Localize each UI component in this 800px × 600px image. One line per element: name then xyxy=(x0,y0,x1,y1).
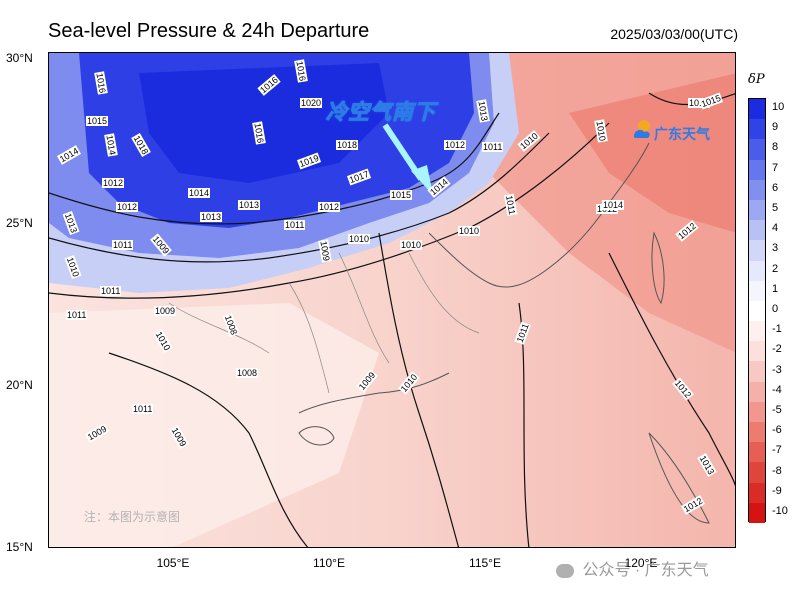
contour-label: 1010 xyxy=(400,240,423,250)
colorbar-label: -4 xyxy=(772,383,782,396)
colorbar-cell xyxy=(749,462,765,483)
colorbar-cell xyxy=(749,442,765,463)
colorbar-label: -8 xyxy=(772,464,782,477)
contour-label: 1010 xyxy=(348,234,371,244)
colorbar-cell xyxy=(749,361,765,382)
contour-label: 1012 xyxy=(318,202,341,212)
colorbar-cell xyxy=(749,300,765,322)
lat-label: 30°N xyxy=(6,51,33,65)
colorbar-cell xyxy=(749,159,765,180)
contour-label: 1014 xyxy=(188,188,211,198)
chart-title: Sea-level Pressure & 24h Departure xyxy=(48,20,370,42)
contour-label: 1011 xyxy=(66,310,88,320)
lat-label: 20°N xyxy=(6,378,33,392)
colorbar-label: 5 xyxy=(772,202,779,215)
colorbar-cell xyxy=(749,99,765,120)
core-cold-area xyxy=(139,63,389,183)
contour-label: 1012 xyxy=(102,178,125,188)
map-canvas xyxy=(49,53,735,547)
contour-label: 1014 xyxy=(602,200,625,210)
pressure-map xyxy=(48,52,736,548)
lon-label: 105°E xyxy=(156,556,190,570)
contour-label: 1018 xyxy=(336,140,359,150)
colorbar-label: 8 xyxy=(772,141,779,154)
wechat-icon xyxy=(556,563,574,578)
cold-air-annotation: 冷空气南下 xyxy=(326,101,436,125)
colorbar-label: -7 xyxy=(772,444,782,457)
sun-cloud-icon xyxy=(634,120,650,138)
colorbar-cell xyxy=(749,381,765,402)
contour-label: 1020 xyxy=(300,98,323,108)
logo-text: 广东天气 xyxy=(654,126,710,142)
colorbar-cell xyxy=(749,119,765,140)
colorbar-cell xyxy=(749,199,765,221)
contour-label: 1011 xyxy=(284,220,306,230)
colorbar-label: 6 xyxy=(772,181,779,194)
colorbar xyxy=(748,98,766,523)
contour-label: 1011 xyxy=(100,286,122,296)
colorbar-cell xyxy=(749,220,765,241)
colorbar-cell xyxy=(749,240,765,261)
colorbar-cell xyxy=(749,260,765,281)
cold-air-arrow xyxy=(382,123,433,195)
lon-label: 120°E xyxy=(624,556,658,570)
valid-time: 2025/03/03/00(UTC) xyxy=(610,26,738,42)
colorbar-cell xyxy=(749,401,765,422)
colorbar-label: 7 xyxy=(772,161,779,174)
colorbar-label: 2 xyxy=(772,262,779,275)
contour-label: 1011 xyxy=(482,142,504,152)
colorbar-label: -1 xyxy=(772,323,782,336)
colorbar-label: 10 xyxy=(772,101,785,114)
colorbar-label: 3 xyxy=(772,242,779,255)
contour-label: 1011 xyxy=(132,404,154,414)
colorbar-cell xyxy=(749,280,765,301)
colorbar-label: -9 xyxy=(772,484,782,497)
colorbar-cell xyxy=(749,341,765,362)
colorbar-label: 9 xyxy=(772,121,779,134)
colorbar-label: -2 xyxy=(772,343,782,356)
colorbar-label: 0 xyxy=(772,303,779,315)
colorbar-label: 1 xyxy=(772,282,779,295)
contour-label: 1012 xyxy=(444,140,467,150)
colorbar-cell xyxy=(749,482,765,503)
watermark: 公众号 · 广东天气 xyxy=(556,556,709,580)
contour-label: 1013 xyxy=(200,212,223,222)
contour-label: 1015 xyxy=(86,116,109,126)
contour-label: 1013 xyxy=(238,200,261,210)
lon-label: 115°E xyxy=(469,556,501,570)
colorbar-label: 4 xyxy=(772,222,779,235)
colorbar-label: -5 xyxy=(772,403,782,416)
contour-label: 1011 xyxy=(112,240,134,250)
lat-label: 15°N xyxy=(6,540,33,554)
colorbar-label: -6 xyxy=(772,424,782,437)
colorbar-cell xyxy=(749,139,765,160)
contour-label: 1008 xyxy=(236,368,259,378)
strong-warm-anomaly-area xyxy=(569,73,735,233)
colorbar-cell xyxy=(749,502,765,523)
weak-anomaly-area xyxy=(49,303,379,547)
contour-label: 1009 xyxy=(154,306,177,316)
contour-label: 1012 xyxy=(116,202,139,212)
lon-label: 110°E xyxy=(313,556,345,570)
colorbar-title: δP xyxy=(748,72,765,87)
colorbar-cell xyxy=(749,321,765,342)
colorbar-cell xyxy=(749,179,765,200)
colorbar-label: -3 xyxy=(772,363,782,376)
coastline xyxy=(298,142,710,524)
brand-logo: 广东天气 xyxy=(632,118,732,146)
watermark-text: 公众号 · 广东天气 xyxy=(582,562,709,579)
lat-label: 25°N xyxy=(6,216,33,230)
contour-label: 1010 xyxy=(688,98,711,108)
disclaimer-note: 注：本图为示意图 xyxy=(84,510,181,524)
colorbar-cell xyxy=(749,422,765,443)
province-borders xyxy=(168,252,480,394)
contour-label: 1010 xyxy=(458,226,481,236)
colorbar-label: -10 xyxy=(772,504,788,517)
contour-label: 1015 xyxy=(390,190,413,200)
